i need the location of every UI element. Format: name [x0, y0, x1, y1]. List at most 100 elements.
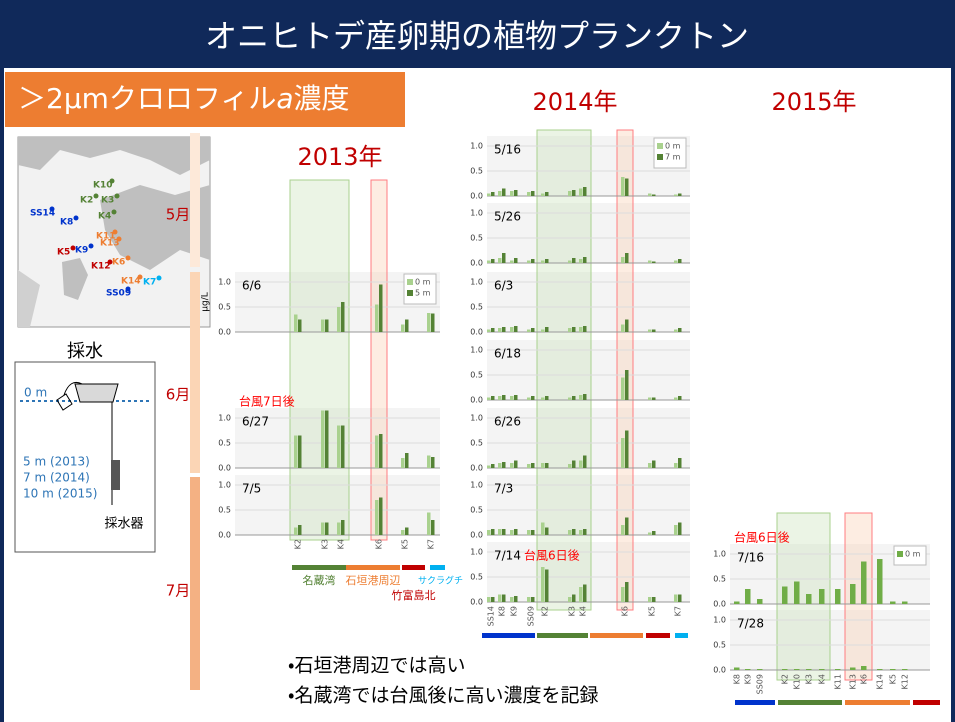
bar: [502, 462, 506, 468]
bar: [527, 464, 531, 468]
y-tick-label: 1.0: [218, 414, 231, 423]
bar: [745, 669, 751, 670]
bar: [782, 586, 788, 604]
bar: [379, 434, 383, 468]
bar: [491, 597, 495, 602]
bar: [321, 522, 325, 535]
x-tick-label: K2: [781, 674, 790, 684]
bar: [298, 435, 302, 468]
bar: [648, 193, 652, 196]
bar: [514, 258, 518, 263]
month-label: 5月: [166, 206, 191, 224]
station-dot: [88, 243, 94, 249]
bar: [648, 397, 652, 400]
year-title: 2015年: [771, 88, 856, 116]
y-tick-label: 0.5: [470, 234, 483, 243]
device-label: 採水器: [104, 517, 143, 532]
bar: [621, 257, 625, 263]
bar: [502, 529, 506, 535]
legend-swatch: [407, 290, 413, 296]
highlight-red: [370, 179, 388, 541]
panel-label: 6/18: [494, 347, 521, 361]
station-label: K5: [57, 248, 70, 258]
bar: [583, 187, 587, 196]
bar: [568, 328, 572, 332]
region-bar: [590, 633, 643, 638]
bar: [510, 260, 514, 263]
bar: [531, 191, 535, 196]
panel-label: 7/5: [242, 482, 261, 496]
bar: [375, 435, 379, 468]
bar: [583, 584, 587, 602]
bar: [531, 530, 535, 535]
station-label: K6: [112, 258, 125, 268]
bar: [674, 594, 678, 602]
bar: [514, 460, 518, 468]
annotation: 台風7日後: [239, 394, 295, 409]
bar: [652, 531, 656, 535]
y-tick-label: 0.0: [218, 328, 231, 337]
map: [17, 136, 211, 328]
x-tick-label: K6: [375, 539, 384, 549]
bar: [674, 397, 678, 400]
year-title: 2013年: [297, 143, 382, 171]
region-label: サクラグチ: [418, 575, 463, 587]
x-tick-label: K12: [901, 674, 910, 689]
bar: [621, 324, 625, 332]
bar: [487, 397, 491, 400]
bar: [431, 520, 435, 535]
bar: [325, 522, 329, 535]
slide-title: オニヒトデ産卵期の植物プランクトン: [205, 17, 749, 55]
station-label: K10: [93, 181, 113, 191]
y-tick-label: 0.5: [470, 371, 483, 380]
bar: [734, 667, 740, 670]
bar: [405, 319, 409, 332]
bar: [541, 260, 545, 263]
bar: [648, 532, 652, 535]
bar: [294, 314, 298, 332]
bar: [835, 589, 841, 604]
bar: [337, 522, 341, 535]
bar: [625, 430, 629, 468]
bar: [514, 395, 518, 400]
x-tick-label: K3: [568, 606, 577, 616]
bar: [491, 328, 495, 332]
x-tick-label: K10: [793, 674, 802, 689]
station-label: SS09: [106, 289, 131, 299]
legend-label: 0 m: [905, 550, 921, 559]
bar: [379, 497, 383, 535]
bucket-small: [56, 381, 83, 411]
bar: [572, 190, 576, 196]
bar: [568, 397, 572, 400]
bar: [625, 319, 629, 332]
panel-label: 7/16: [737, 551, 764, 565]
bar: [487, 530, 491, 535]
bar: [531, 259, 535, 263]
panel-label: 5/26: [494, 210, 521, 224]
bucket: [74, 383, 119, 403]
year-title: 2014年: [532, 88, 617, 116]
subtitle-italic: a: [276, 82, 293, 115]
bar: [487, 193, 491, 196]
land: [62, 258, 88, 300]
bar: [572, 327, 576, 332]
bar: [527, 530, 531, 535]
bar: [674, 260, 678, 263]
bar: [491, 529, 495, 535]
station-label: K11: [96, 232, 116, 242]
bar: [405, 453, 409, 468]
bar: [337, 307, 341, 332]
bar: [648, 329, 652, 332]
bar: [510, 597, 514, 602]
x-tick-label: K3: [321, 539, 330, 549]
x-tick-label: K11: [834, 674, 843, 689]
bar: [648, 260, 652, 263]
subtitle-text: ＞2μmクロロフィル: [18, 82, 276, 115]
month-bar: [190, 477, 200, 690]
bar: [877, 669, 883, 670]
bar: [527, 597, 531, 602]
bar: [648, 463, 652, 468]
bar: [579, 395, 583, 400]
y-tick-label: 1.0: [470, 209, 483, 218]
